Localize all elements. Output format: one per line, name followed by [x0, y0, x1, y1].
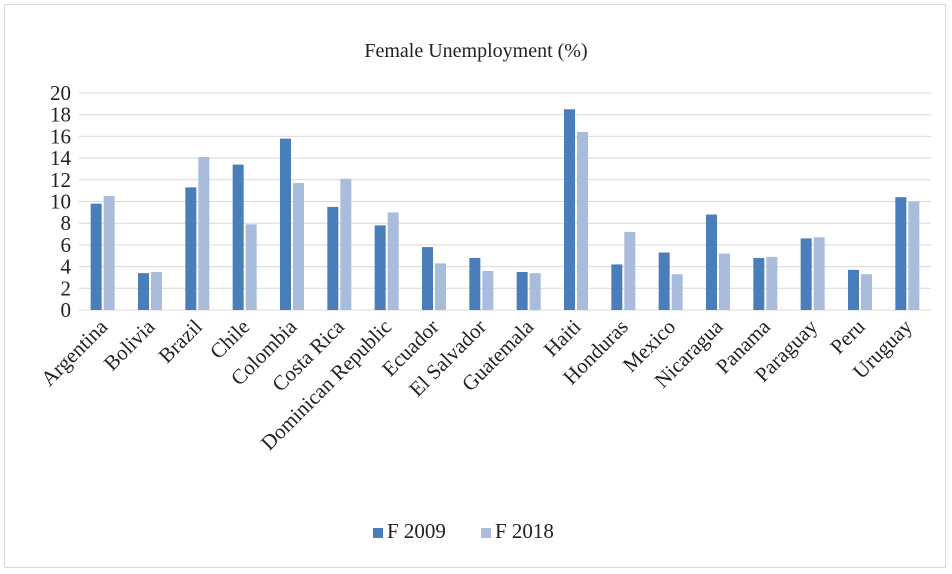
- bar-f-2009-panama: [753, 257, 765, 310]
- bar-f-2009-peru: [848, 269, 859, 310]
- bar-chart: Female Unemployment (%) 0246810121416182…: [36, 40, 931, 543]
- bars: [90, 109, 920, 311]
- bar-f-2018-colombia: [293, 183, 304, 310]
- bar-f-2018-guatemala: [529, 273, 541, 310]
- bar-f-2018-bolivia: [151, 272, 162, 310]
- y-tick-label: 20: [50, 81, 71, 105]
- bar-f-2009-mexico: [658, 252, 670, 310]
- chart-title: Female Unemployment (%): [364, 40, 587, 62]
- bar-f-2009-haiti: [564, 109, 575, 311]
- legend-label-1: F 2009: [387, 519, 446, 543]
- bar-f-2018-el-salvador: [482, 270, 494, 310]
- y-tick-label: 18: [50, 103, 71, 127]
- bar-f-2009-chile: [232, 164, 244, 310]
- bar-f-2018-dominican-republic: [387, 212, 399, 310]
- bar-f-2018-haiti: [577, 132, 588, 310]
- bar-f-2018-costa-rica: [340, 178, 352, 310]
- bar-f-2009-honduras: [611, 264, 623, 310]
- bar-f-2018-panama: [766, 256, 778, 310]
- bar-f-2009-el-salvador: [469, 257, 481, 310]
- bar-f-2009-dominican-republic: [374, 225, 386, 310]
- x-category-label: Argentina: [36, 314, 113, 391]
- bar-f-2018-mexico: [671, 274, 683, 310]
- y-tick-label: 12: [50, 168, 71, 192]
- bar-f-2018-honduras: [624, 231, 636, 310]
- chart-frame: Female Unemployment (%) 0 2 4 6 8 10 12 14 16 18 2…: [4, 4, 946, 568]
- bar-f-2009-nicaragua: [706, 214, 717, 310]
- legend-label-2: F 2018: [495, 519, 554, 543]
- bar-f-2018-chile: [245, 224, 257, 310]
- bar-f-2018-paraguay: [813, 237, 825, 310]
- x-axis-categories: ArgentinaBoliviaBrazilChileColombiaCosta…: [36, 314, 917, 455]
- gridlines: [79, 92, 931, 311]
- y-tick-label: 14: [50, 146, 72, 170]
- bar-f-2009-ecuador: [422, 247, 433, 310]
- bar-f-2018-nicaragua: [719, 253, 730, 310]
- bar-f-2018-peru: [861, 274, 872, 310]
- bar-f-2018-brazil: [198, 157, 210, 310]
- bar-f-2009-uruguay: [895, 197, 907, 310]
- legend-swatch-1: [373, 528, 383, 538]
- legend: F 2009 F 2018: [373, 519, 554, 543]
- y-tick-label: 16: [50, 124, 71, 148]
- bar-f-2009-paraguay: [800, 238, 812, 310]
- legend-swatch-2: [481, 528, 491, 538]
- bar-f-2009-colombia: [280, 138, 291, 310]
- x-category-label: Bolivia: [99, 314, 160, 375]
- y-tick-label: 8: [61, 211, 72, 235]
- bar-f-2009-bolivia: [138, 273, 149, 310]
- bar-f-2009-guatemala: [516, 272, 528, 310]
- y-tick-label: 6: [61, 233, 72, 257]
- y-tick-label: 4: [61, 255, 72, 279]
- y-tick-label: 2: [61, 276, 72, 300]
- bar-f-2018-argentina: [103, 196, 115, 310]
- bar-f-2009-brazil: [185, 187, 197, 310]
- bar-f-2018-uruguay: [908, 201, 920, 310]
- bar-f-2009-costa-rica: [327, 206, 339, 310]
- x-category-label: Brazil: [154, 314, 207, 367]
- y-tick-label: 0: [61, 298, 72, 322]
- bar-f-2009-argentina: [90, 203, 102, 310]
- bar-f-2018-ecuador: [435, 263, 446, 310]
- y-tick-label: 10: [50, 190, 71, 214]
